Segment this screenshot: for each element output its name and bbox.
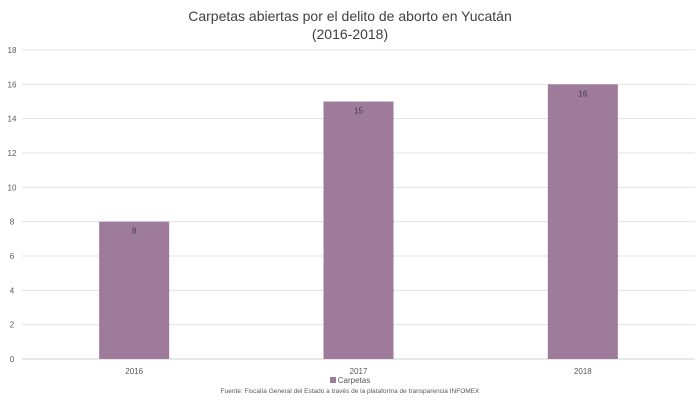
chart-title: Carpetas abiertas por el delito de abort…	[0, 7, 700, 43]
bar	[323, 101, 394, 359]
y-tick-label: 14	[8, 115, 17, 124]
source-note: Fuente: Fiscalía General del Estado a tr…	[220, 388, 480, 395]
y-tick-label: 0	[10, 355, 15, 364]
bar	[99, 221, 170, 359]
subtitle-line: (2016-2018)	[311, 26, 389, 42]
data-label: 15	[354, 107, 363, 116]
y-tick-label: 10	[8, 183, 17, 192]
data-label: 16	[578, 89, 587, 98]
x-tick-label: 2016	[125, 367, 143, 376]
y-tick-label: 6	[10, 252, 15, 261]
y-tick-label: 16	[8, 80, 17, 89]
y-tick-label: 8	[10, 218, 15, 227]
y-tick-label: 18	[8, 46, 17, 55]
y-tick-label: 12	[8, 149, 17, 158]
bar	[547, 84, 618, 359]
y-tick-label: 2	[10, 321, 15, 330]
data-label: 8	[132, 227, 137, 236]
legend-label: Carpetas	[337, 376, 371, 385]
title-line: Carpetas abiertas por el delito de abort…	[188, 8, 512, 24]
legend-swatch	[329, 377, 336, 383]
legend: Carpetas	[0, 376, 700, 385]
x-tick-label: 2017	[350, 367, 368, 376]
y-tick-label: 4	[10, 286, 15, 295]
x-tick-label: 2018	[574, 367, 592, 376]
